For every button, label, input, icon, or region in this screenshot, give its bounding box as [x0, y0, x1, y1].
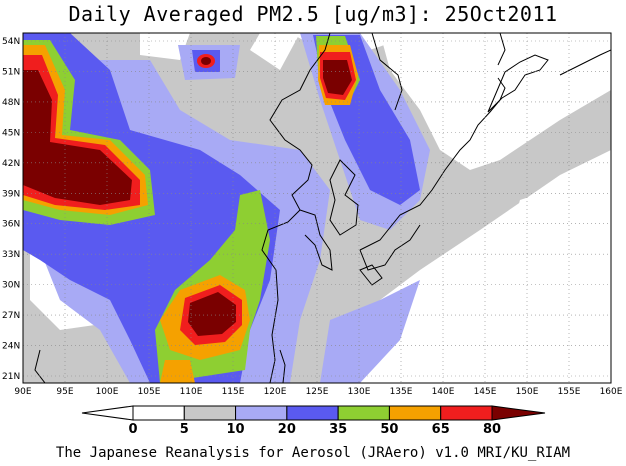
- colorbar-label: 80: [483, 422, 501, 437]
- lon-label: 135E: [390, 387, 413, 397]
- lon-label: 130E: [348, 387, 371, 397]
- lon-label: 105E: [138, 387, 161, 397]
- lon-label: 125E: [306, 387, 329, 397]
- lat-label: 30N: [2, 281, 20, 291]
- colorbar-under-triangle: [81, 405, 134, 421]
- lon-label: 90E: [14, 387, 31, 397]
- colorbar-label: 0: [128, 422, 137, 437]
- lat-label: 21N: [2, 372, 20, 382]
- lat-label: 24N: [2, 342, 20, 352]
- lat-label: 27N: [2, 311, 20, 321]
- coastlines: [34, 33, 611, 383]
- lon-label: 160E: [600, 387, 623, 397]
- map-frame: [22, 32, 612, 384]
- lat-label: 39N: [2, 189, 20, 199]
- colorbar-segment: [337, 405, 390, 421]
- lat-label: 33N: [2, 250, 20, 260]
- lon-label: 120E: [264, 387, 287, 397]
- footer-credit: The Japanese Reanalysis for Aerosol (JRA…: [55, 445, 571, 461]
- lat-label: 42N: [2, 159, 20, 169]
- lat-label: 54N: [2, 37, 20, 47]
- colorbar-segment: [132, 405, 185, 421]
- lat-label: 51N: [2, 67, 20, 77]
- lon-label: 155E: [558, 387, 581, 397]
- colorbar-label: 50: [380, 422, 398, 437]
- colorbar-segment: [286, 405, 339, 421]
- map-title: Daily Averaged PM2.5 [ug/m3]: 25Oct2011: [68, 2, 558, 26]
- colorbar-segment: [183, 405, 237, 421]
- colorbar-segment: [388, 405, 442, 421]
- lon-label: 110E: [180, 387, 203, 397]
- lon-label: 140E: [432, 387, 455, 397]
- colorbar-over-triangle: [491, 405, 546, 421]
- lat-label: 36N: [2, 220, 20, 230]
- colorbar-label: 10: [227, 422, 245, 437]
- lat-label: 45N: [2, 128, 20, 138]
- lon-label: 115E: [222, 387, 245, 397]
- colorbar-label: 35: [329, 422, 347, 437]
- concentration-field: [23, 33, 611, 383]
- colorbar-segment: [235, 405, 288, 421]
- lon-label: 100E: [96, 387, 119, 397]
- longitude-tick-labels: 90E 95E 100E 105E 110E 115E 120E 125E 130E 135E 14…: [14, 387, 622, 397]
- lon-label: 145E: [474, 387, 497, 397]
- colorbar-label: 65: [432, 422, 450, 437]
- colorbar-label: 5: [180, 422, 189, 437]
- colorbar-segment: [440, 405, 493, 421]
- lon-label: 150E: [516, 387, 539, 397]
- lon-label: 95E: [56, 387, 73, 397]
- colorbar: 0 5 10 20 35 50 65 80: [81, 405, 546, 437]
- colorbar-label: 20: [278, 422, 296, 437]
- latitude-tick-labels: 54N 51N 48N 45N 42N 39N 36N 33N 30N 27N 24N 21N: [2, 37, 20, 382]
- lat-label: 48N: [2, 98, 20, 108]
